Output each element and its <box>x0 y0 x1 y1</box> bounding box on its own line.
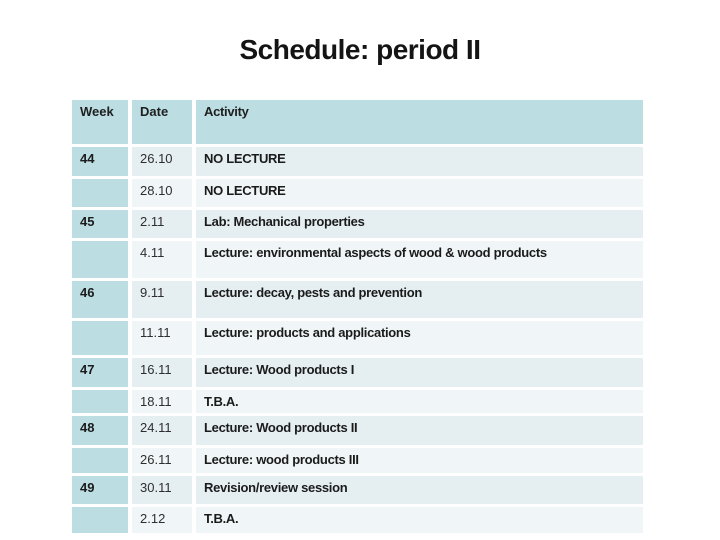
activity-cell: T.B.A. <box>196 507 643 533</box>
date-cell: 30.11 <box>132 476 192 504</box>
week-cell <box>72 179 128 207</box>
week-cell <box>72 241 128 278</box>
activity-cell: Lecture: decay, pests and prevention <box>196 281 643 318</box>
table-row: 28.10 NO LECTURE <box>72 179 643 207</box>
date-cell: 9.11 <box>132 281 192 318</box>
week-cell <box>72 448 128 473</box>
schedule-rows: 44 26.10 NO LECTURE 28.10 NO LECTURE 45 2.11 La… <box>72 147 643 533</box>
activity-cell: NO LECTURE <box>196 147 643 176</box>
week-cell: 47 <box>72 358 128 387</box>
week-cell: 44 <box>72 147 128 176</box>
activity-cell: Lab: Mechanical properties <box>196 210 643 238</box>
activity-cell: Revision/review session <box>196 476 643 504</box>
date-cell: 2.12 <box>132 507 192 533</box>
table-header-row: Week Date Activity <box>72 100 643 144</box>
table-row: 48 24.11 Lecture: Wood products II <box>72 416 643 445</box>
activity-cell: Lecture: products and applications <box>196 321 643 355</box>
table-row: 18.11 T.B.A. <box>72 390 643 413</box>
date-cell: 24.11 <box>132 416 192 445</box>
table-row: 47 16.11 Lecture: Wood products I <box>72 358 643 387</box>
table-row: 44 26.10 NO LECTURE <box>72 147 643 176</box>
activity-cell: Lecture: environmental aspects of wood &… <box>196 241 643 278</box>
activity-cell: T.B.A. <box>196 390 643 413</box>
week-cell <box>72 507 128 533</box>
week-cell: 46 <box>72 281 128 318</box>
date-cell: 11.11 <box>132 321 192 355</box>
schedule-table: Week Date Activity 44 26.10 NO LECTURE 28.1… <box>72 100 643 536</box>
table-row: 4.11 Lecture: environmental aspects of wo… <box>72 241 643 278</box>
week-cell: 45 <box>72 210 128 238</box>
date-cell: 18.11 <box>132 390 192 413</box>
date-cell: 2.11 <box>132 210 192 238</box>
table-row: 26.11 Lecture: wood products III <box>72 448 643 473</box>
week-cell: 49 <box>72 476 128 504</box>
table-row: 49 30.11 Revision/review session <box>72 476 643 504</box>
table-row: 11.11 Lecture: products and applications <box>72 321 643 355</box>
slide-title: Schedule: period II <box>239 34 481 65</box>
header-activity: Activity <box>196 100 643 144</box>
activity-cell: Lecture: Wood products I <box>196 358 643 387</box>
date-cell: 4.11 <box>132 241 192 278</box>
week-cell <box>72 390 128 413</box>
activity-cell: Lecture: Wood products II <box>196 416 643 445</box>
table-row: 2.12 T.B.A. <box>72 507 643 533</box>
date-cell: 28.10 <box>132 179 192 207</box>
header-week: Week <box>72 100 128 144</box>
table-row: 46 9.11 Lecture: decay, pests and preventi… <box>72 281 643 318</box>
activity-cell: Lecture: wood products III <box>196 448 643 473</box>
week-cell: 48 <box>72 416 128 445</box>
week-cell <box>72 321 128 355</box>
activity-cell: NO LECTURE <box>196 179 643 207</box>
date-cell: 26.11 <box>132 448 192 473</box>
date-cell: 26.10 <box>132 147 192 176</box>
date-cell: 16.11 <box>132 358 192 387</box>
table-row: 45 2.11 Lab: Mechanical properties <box>72 210 643 238</box>
header-date: Date <box>132 100 192 144</box>
